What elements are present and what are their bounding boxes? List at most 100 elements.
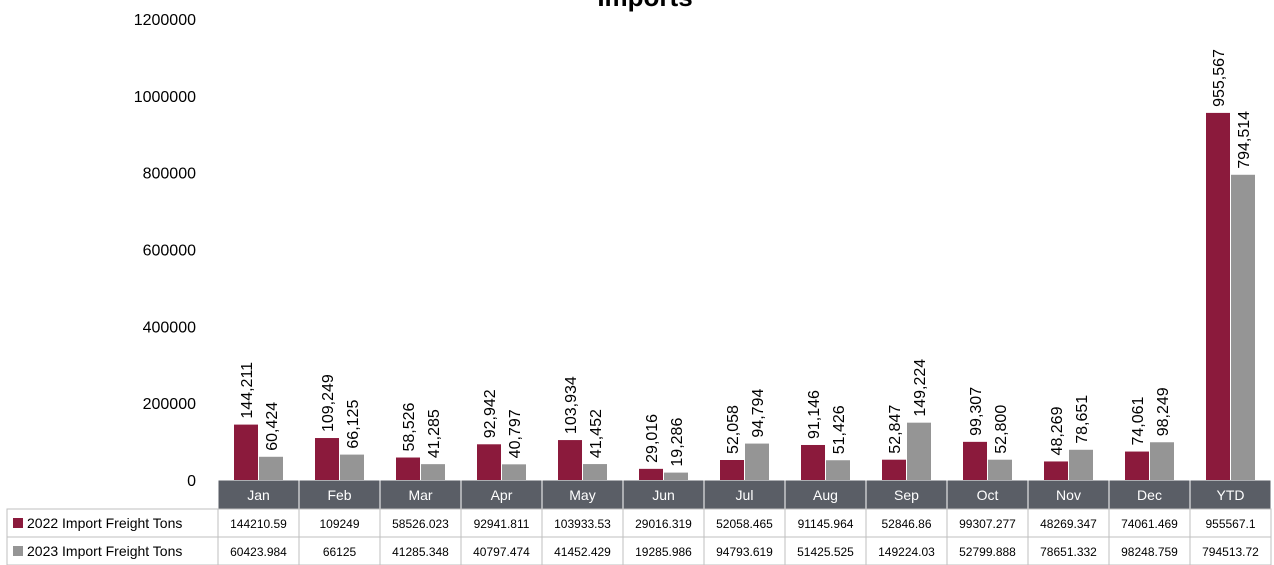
data-label: 109,249 bbox=[320, 374, 337, 432]
bar[interactable] bbox=[234, 424, 258, 480]
table-cell bbox=[946, 536, 1029, 565]
bar[interactable] bbox=[988, 459, 1012, 480]
data-label: 794,514 bbox=[1236, 111, 1253, 169]
data-label: 41,285 bbox=[426, 409, 443, 458]
bar[interactable] bbox=[315, 438, 339, 480]
category-header-cell bbox=[784, 479, 867, 510]
data-label: 60,424 bbox=[264, 402, 281, 451]
data-label: 144,211 bbox=[239, 362, 256, 419]
table-value: 52846.86 bbox=[881, 517, 931, 531]
data-label: 52,058 bbox=[725, 405, 742, 454]
bar[interactable] bbox=[1125, 451, 1149, 480]
data-label: 92,942 bbox=[482, 389, 499, 438]
bar[interactable] bbox=[421, 464, 445, 480]
table-value: 51425.525 bbox=[797, 545, 854, 559]
bar[interactable] bbox=[558, 440, 582, 480]
bar[interactable] bbox=[745, 443, 769, 480]
category-header-cell bbox=[541, 479, 624, 510]
data-label: 78,651 bbox=[1074, 395, 1091, 444]
table-value: 109249 bbox=[319, 517, 359, 531]
bar[interactable] bbox=[907, 422, 931, 480]
table-value: 99307.277 bbox=[959, 517, 1016, 531]
bar[interactable] bbox=[259, 456, 283, 480]
table-value: 94793.619 bbox=[716, 545, 773, 559]
legend-cell bbox=[6, 508, 219, 538]
table-cell bbox=[1027, 536, 1110, 565]
category-header-cell bbox=[865, 479, 948, 510]
table-value: 92941.811 bbox=[474, 517, 530, 531]
x-tick-label: Nov bbox=[1056, 487, 1081, 503]
table-value: 19285.986 bbox=[635, 545, 692, 559]
table-value: 98248.759 bbox=[1121, 545, 1178, 559]
bar[interactable] bbox=[963, 441, 987, 480]
bar[interactable] bbox=[720, 460, 744, 480]
x-tick-label: Dec bbox=[1137, 487, 1162, 503]
data-label: 91,146 bbox=[806, 390, 823, 439]
data-label: 48,269 bbox=[1049, 406, 1066, 455]
table-cell bbox=[217, 508, 300, 538]
bar[interactable] bbox=[664, 472, 688, 480]
x-tick-label: Jul bbox=[736, 487, 754, 503]
table-cell bbox=[1108, 536, 1191, 565]
bar[interactable] bbox=[502, 464, 526, 480]
table-cell bbox=[1189, 536, 1272, 565]
y-tick-label: 600000 bbox=[143, 243, 196, 260]
table-cell bbox=[703, 536, 786, 565]
bar[interactable] bbox=[477, 444, 501, 480]
data-label: 955,567 bbox=[1211, 49, 1228, 107]
bar[interactable] bbox=[1231, 174, 1255, 481]
category-header-cell bbox=[703, 479, 786, 510]
y-tick-label: 200000 bbox=[143, 396, 196, 413]
data-label: 19,286 bbox=[669, 418, 686, 467]
table-value: 60423.984 bbox=[230, 545, 287, 559]
bar[interactable] bbox=[882, 459, 906, 480]
table-value: 66125 bbox=[323, 545, 357, 559]
bar[interactable] bbox=[340, 454, 364, 480]
table-cell bbox=[1027, 508, 1110, 538]
category-header-cell bbox=[1189, 479, 1272, 510]
x-tick-label: YTD bbox=[1217, 487, 1245, 503]
legend-swatch bbox=[13, 546, 23, 556]
y-tick-label: 1000000 bbox=[134, 89, 196, 106]
table-value: 78651.332 bbox=[1040, 545, 1097, 559]
x-tick-label: Mar bbox=[408, 487, 432, 503]
x-tick-label: Jun bbox=[652, 487, 675, 503]
data-label: 74,061 bbox=[1130, 397, 1147, 446]
legend-label: 2022 Import Freight Tons bbox=[27, 515, 182, 531]
bar[interactable] bbox=[1206, 112, 1230, 481]
table-value: 149224.03 bbox=[878, 545, 935, 559]
data-label: 94,794 bbox=[750, 389, 767, 438]
data-label: 51,426 bbox=[831, 405, 848, 454]
bar[interactable] bbox=[1069, 449, 1093, 480]
x-tick-label: Jan bbox=[247, 487, 270, 503]
data-label: 103,934 bbox=[563, 376, 580, 434]
table-value: 41452.429 bbox=[554, 545, 611, 559]
table-cell bbox=[460, 536, 543, 565]
bar[interactable] bbox=[1150, 442, 1174, 480]
table-value: 48269.347 bbox=[1040, 517, 1097, 531]
table-cell bbox=[541, 508, 624, 538]
data-label: 52,800 bbox=[993, 405, 1010, 454]
table-cell bbox=[1189, 508, 1272, 538]
table-cell bbox=[460, 508, 543, 538]
bar[interactable] bbox=[826, 460, 850, 480]
bar[interactable] bbox=[1044, 461, 1068, 480]
table-value: 794513.72 bbox=[1202, 545, 1259, 559]
bar[interactable] bbox=[639, 468, 663, 480]
category-header-cell bbox=[1108, 479, 1191, 510]
data-label: 66,125 bbox=[345, 400, 362, 449]
x-tick-label: Apr bbox=[491, 487, 513, 503]
data-label: 52,847 bbox=[887, 405, 904, 454]
y-tick-label: 0 bbox=[187, 473, 196, 490]
bar[interactable] bbox=[396, 457, 420, 480]
bar[interactable] bbox=[583, 464, 607, 480]
table-value: 52799.888 bbox=[959, 545, 1016, 559]
table-value: 40797.474 bbox=[473, 545, 530, 559]
y-tick-label: 800000 bbox=[143, 166, 196, 183]
x-tick-label: Oct bbox=[977, 487, 999, 503]
legend-label: 2023 Import Freight Tons bbox=[27, 543, 182, 559]
bar[interactable] bbox=[801, 444, 825, 480]
x-tick-label: Sep bbox=[894, 487, 919, 503]
legend-cell bbox=[6, 536, 219, 565]
